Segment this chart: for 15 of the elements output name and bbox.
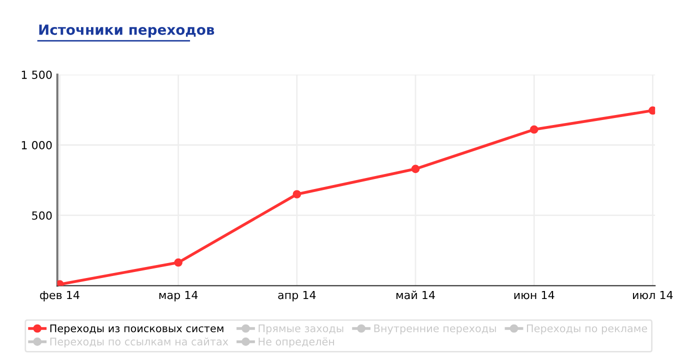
- x-tick-label: апр 14: [278, 290, 316, 302]
- x-tick-label: фев 14: [40, 290, 80, 302]
- x-tick-label: мар 14: [159, 290, 198, 302]
- y-tick-label: 500: [32, 211, 52, 220]
- chart-title: Источники переходов: [39, 24, 214, 38]
- y-tick-label: 1 500: [22, 70, 52, 79]
- point: [530, 125, 538, 134]
- x-tick-label: июл 14: [633, 290, 673, 300]
- point: [174, 258, 182, 267]
- x-tick-label: июн 14: [514, 290, 554, 300]
- point: [292, 190, 302, 198]
- x-tick-label: май 14: [396, 290, 435, 300]
- y-tick-label: 1 000: [22, 140, 52, 150]
- point: [411, 164, 420, 174]
- legend-label: Переходы из поисковых систем: [50, 324, 224, 334]
